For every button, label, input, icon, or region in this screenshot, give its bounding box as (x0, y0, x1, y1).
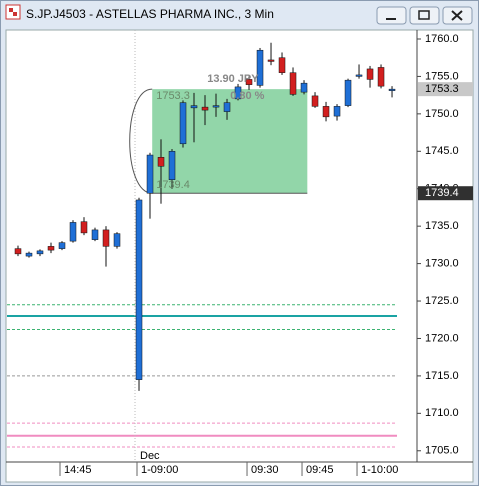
candle-body (135, 199, 143, 380)
candle-body (102, 229, 110, 247)
candle-body (58, 242, 66, 249)
candle-body (146, 154, 154, 194)
candle-body (322, 106, 330, 118)
restore-icon (418, 10, 430, 20)
close-icon (451, 10, 463, 21)
candle-body (25, 252, 33, 257)
candle-body (47, 246, 55, 251)
y-tick-label: 1720.0 (425, 332, 459, 344)
measure-end-label: 1739.4 (156, 179, 190, 191)
y-tick-label: 1730.0 (425, 258, 459, 270)
x-tick-label: 1-09:00 (141, 464, 178, 476)
candle-body (344, 79, 352, 106)
candle-body (80, 221, 88, 234)
month-label: Dec (140, 450, 160, 462)
candle-body (377, 67, 385, 87)
measure-bracket (129, 88, 153, 194)
x-tick-label: 1-10:00 (361, 464, 398, 476)
candle-body (179, 102, 187, 145)
candle-body (278, 57, 286, 73)
candle-body (289, 72, 297, 95)
app-icon-mark (9, 8, 13, 12)
candle-body (300, 82, 308, 93)
candle-body (36, 250, 44, 255)
y-tick-label: 1745.0 (425, 145, 459, 157)
candle-body (245, 79, 253, 85)
candle-body (212, 105, 220, 108)
candle-body (201, 106, 209, 111)
y-tick-label: 1725.0 (425, 295, 459, 307)
candle-body (91, 229, 99, 240)
window-buttons[interactable] (376, 6, 473, 25)
candle-body (267, 59, 275, 62)
candle-body (157, 157, 165, 167)
window-title: S.JP.J4503 - ASTELLAS PHARMA INC., 3 Min (26, 7, 274, 21)
x-tick-label: 09:45 (306, 464, 334, 476)
candle-body (168, 151, 176, 180)
candle-body (256, 49, 264, 86)
app-icon-mark (13, 12, 17, 16)
candle-body (234, 86, 242, 100)
candle-body (366, 68, 374, 80)
price-label: 1739.4 (425, 187, 459, 199)
candle-body (355, 74, 363, 77)
y-tick-label: 1760.0 (425, 33, 459, 45)
y-tick-label: 1705.0 (425, 445, 459, 457)
measure-start-label: 1753.3 (156, 90, 190, 102)
price-label-box (418, 82, 473, 97)
x-tick-label: 09:30 (251, 464, 279, 476)
y-tick-label: 1750.0 (425, 108, 459, 120)
candle-body (223, 102, 231, 112)
price-label-box (418, 186, 473, 201)
y-tick-label: 1755.0 (425, 70, 459, 82)
y-tick-label: 1735.0 (425, 220, 459, 232)
restore-button[interactable] (409, 6, 440, 25)
candle-body (190, 105, 198, 109)
candle-body (388, 88, 396, 91)
measure-change-label: 13.90 JPY (207, 73, 259, 85)
candle-body (113, 233, 121, 247)
candle-body (69, 222, 77, 242)
candle-body (14, 248, 22, 255)
y-tick-label: 1715.0 (425, 370, 459, 382)
minimize-button[interactable] (376, 6, 407, 25)
price-label: 1753.3 (425, 83, 459, 95)
y-tick-label: 1710.0 (425, 407, 459, 419)
candle-body (333, 106, 341, 117)
x-tick-label: 14:45 (64, 464, 92, 476)
measure-pct-label: 0.80 % (230, 90, 264, 102)
candle-body (311, 95, 319, 107)
